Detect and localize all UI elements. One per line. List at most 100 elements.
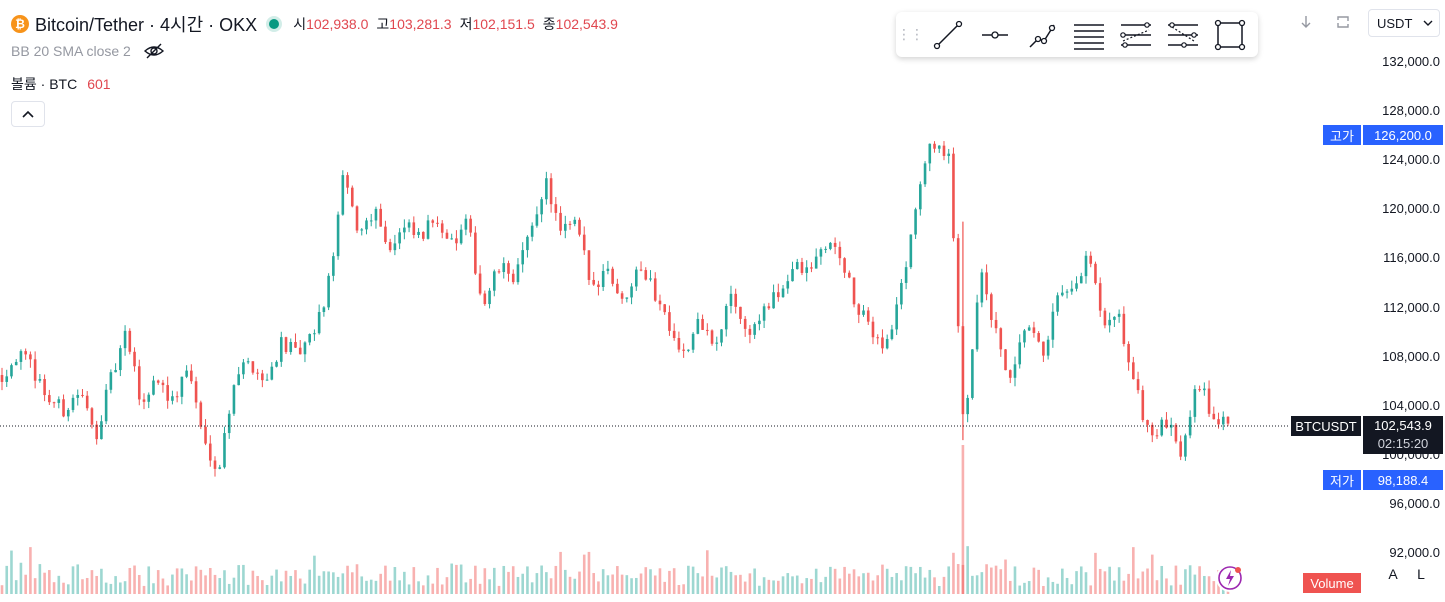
volume-bar (635, 577, 638, 594)
candle-body (14, 361, 18, 366)
download-button[interactable] (1291, 8, 1321, 36)
volume-bar (360, 576, 364, 594)
fib-channel-button[interactable] (1159, 15, 1206, 55)
volume-bar (885, 568, 889, 594)
currency-select[interactable]: USDT (1368, 9, 1440, 37)
candle-body (341, 175, 345, 215)
volume-bar (1094, 552, 1097, 594)
candle-body (829, 242, 832, 249)
collapse-legend-button[interactable] (11, 101, 45, 127)
candle-body (975, 302, 979, 350)
candle-body (507, 263, 510, 274)
candle-body (1094, 263, 1097, 284)
volume-bar (919, 566, 922, 594)
candle-body (526, 236, 529, 251)
eye-slash-icon[interactable] (143, 43, 165, 59)
volume-bar (511, 566, 515, 594)
candle-body (573, 219, 577, 224)
candle-body (1221, 416, 1225, 425)
volume-bar (516, 576, 520, 594)
symbol-title[interactable]: Bitcoin/Tether · 4시간 · OKX (35, 15, 258, 35)
volume-bar (1108, 566, 1111, 594)
volume-bar (242, 564, 245, 594)
price-scale-label: 120,000.0 (1382, 201, 1440, 217)
candle-body (1065, 291, 1069, 293)
volume-bar (739, 574, 742, 594)
candle-body (786, 281, 790, 289)
regression-trend-button[interactable] (1112, 15, 1159, 55)
volume-bar (521, 573, 524, 594)
volume-bar (682, 584, 685, 594)
volume-bar (412, 567, 416, 594)
refresh-button[interactable] (1328, 8, 1358, 36)
candle-body (346, 175, 349, 188)
candle-body (279, 337, 283, 362)
volume-bar (616, 566, 619, 594)
line-path-button[interactable] (1018, 15, 1065, 55)
horizontal-ray-button[interactable] (971, 15, 1018, 55)
rectangle-button[interactable] (1206, 15, 1253, 55)
candle-body (1079, 276, 1083, 284)
candle-body (696, 318, 700, 334)
candle-body (1122, 313, 1126, 344)
candle-body (469, 218, 472, 233)
candle-body (1032, 327, 1036, 334)
volume-bar (1203, 575, 1206, 594)
volume-bar (668, 570, 671, 594)
volume-bar (653, 575, 657, 594)
volume-bar (1141, 571, 1145, 594)
volume-bar (715, 577, 719, 594)
candle-body (0, 375, 4, 382)
candle-body (947, 153, 951, 156)
candle-body (966, 397, 969, 415)
candle-body (450, 238, 453, 240)
candle-body (1018, 342, 1022, 365)
candle-body (881, 337, 884, 349)
candle-body (734, 293, 738, 307)
drag-handle-icon[interactable]: ⋮⋮ (897, 26, 924, 42)
volume-bar (1042, 585, 1045, 594)
indicator-title[interactable]: BB 20 SMA close 2 (11, 43, 131, 59)
volume-bar (890, 576, 894, 594)
log-scale-button[interactable]: L (1409, 562, 1433, 586)
volume-bar (772, 580, 775, 594)
volume-bar (819, 582, 823, 594)
candle-body (29, 354, 32, 360)
indicator-legend[interactable]: BB 20 SMA close 2 (11, 43, 165, 59)
volume-bar (578, 571, 581, 594)
volume-bar (379, 573, 382, 594)
candle-body (57, 399, 61, 403)
candle-body (1051, 311, 1055, 340)
volume-bar (582, 554, 586, 594)
volume-bar (171, 574, 174, 594)
volume-bar (502, 565, 506, 594)
price-scale[interactable]: 132,000.0 128,000.0 124,000.0 120,000.0 116,… (1360, 0, 1445, 560)
parallel-channel-button[interactable] (1065, 15, 1112, 55)
volume-bar (232, 577, 236, 594)
price-scale-label: 116,000.0 (1383, 250, 1440, 266)
trend-line-button[interactable] (924, 15, 971, 55)
volume-bar (563, 569, 567, 594)
candle-body (587, 250, 591, 280)
candle-body (199, 402, 203, 427)
volume-bar (14, 580, 18, 594)
candle-body (639, 269, 643, 271)
price-scale-label: 112,000.0 (1383, 299, 1440, 315)
candle-body (289, 341, 293, 353)
quick-action-button[interactable] (1216, 564, 1244, 592)
volume-bar (535, 573, 539, 594)
volume-title[interactable]: 볼륨 · BTC (11, 76, 78, 92)
volume-bar (1084, 572, 1088, 594)
volume-bar (445, 577, 449, 594)
volume-legend[interactable]: 볼륨 · BTC 601 (11, 74, 111, 94)
chevron-up-icon (22, 110, 34, 118)
auto-scale-button[interactable]: A (1381, 562, 1405, 586)
volume-bar (1188, 565, 1192, 594)
low-tag-value: 98,188.4 (1363, 470, 1443, 490)
volume-bar (1169, 585, 1173, 594)
volume-bar (369, 579, 373, 594)
volume-bar (137, 574, 141, 594)
candle-body (104, 389, 108, 422)
candle-body (369, 220, 373, 222)
